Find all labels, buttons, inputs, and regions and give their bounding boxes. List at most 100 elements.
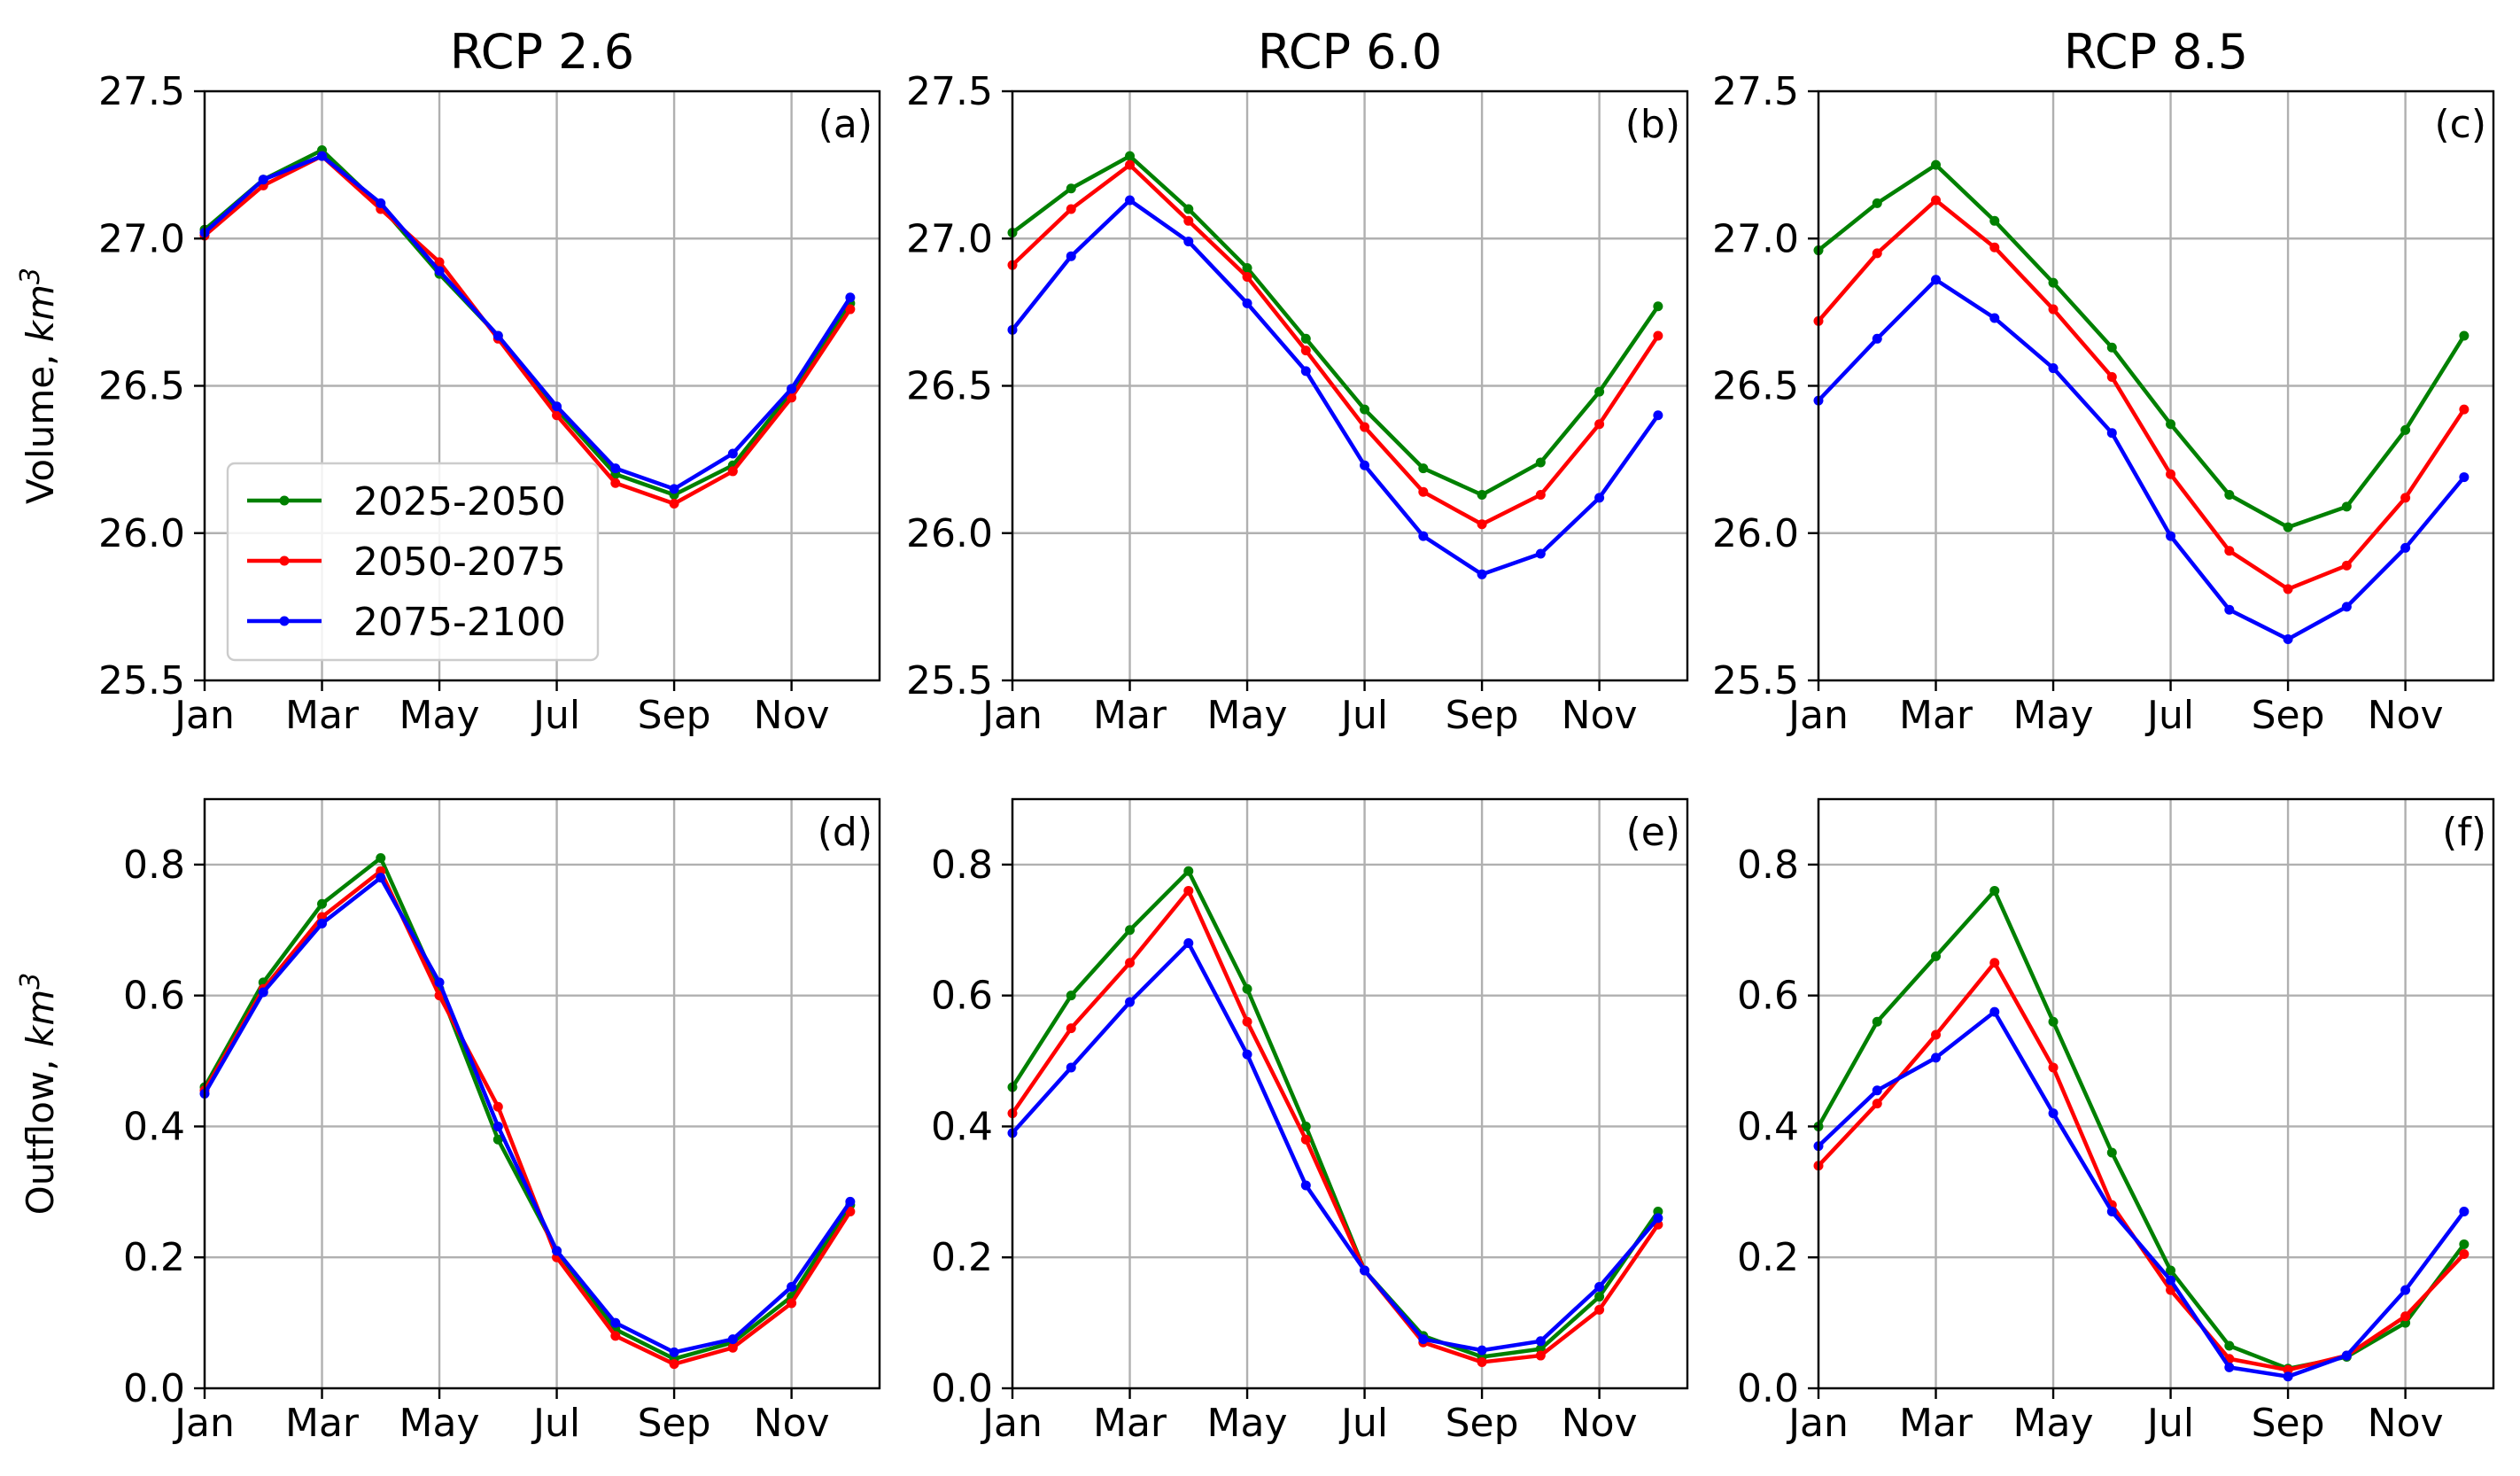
data-point-2075-2100-m6 (2106, 1207, 2117, 1216)
data-point-2050-2075-m6 (2106, 372, 2117, 383)
data-point-2050-2075-m11 (787, 392, 797, 403)
panel-a: Jan Mar May Jul Sep Nov 25.5 26.0 26.5 27.0 27.5 (a… (15, 24, 881, 738)
data-point-2075-2100-m7 (552, 401, 562, 412)
x-tick-label: Sep (2252, 693, 2325, 738)
data-point-2025-2050-m8 (2224, 490, 2235, 501)
data-point-2025-2050-m9 (1477, 490, 1487, 501)
data-point-2025-2050-m11 (2400, 424, 2411, 435)
data-point-2050-2075-m12 (845, 304, 856, 315)
data-point-2025-2050-m3 (1125, 151, 1136, 161)
x-tick-label: Jan (1786, 693, 1849, 738)
data-point-2050-2075-m12 (845, 1207, 856, 1216)
panel-title: RCP 8.5 (2064, 24, 2248, 80)
y-tick-label: 0.2 (1737, 1235, 1799, 1280)
data-point-2050-2075-m9 (2283, 584, 2293, 594)
y-tick-label: 0.2 (123, 1235, 185, 1280)
data-point-2075-2100-m6 (492, 330, 503, 341)
x-tick-label: Mar (1899, 693, 1973, 738)
series-line-2025-2050 (1817, 162, 2466, 530)
panel-f-frame (1817, 797, 2495, 1390)
x-tick-label: Jan (980, 693, 1043, 738)
x-tick-label: Jan (980, 1401, 1043, 1446)
data-point-2075-2100-m9 (1477, 1345, 1487, 1356)
y-tick-label: 25.5 (1712, 658, 1799, 703)
x-tick-label: Jul (2144, 1401, 2194, 1446)
x-tick-label: Jan (1786, 1401, 1849, 1446)
data-point-2050-2075-m10 (1535, 1350, 1546, 1361)
data-point-2075-2100-m7 (1360, 460, 1370, 470)
series-line-2075-2100 (203, 153, 852, 492)
data-point-2050-2075-m10 (727, 466, 738, 477)
x-tick-label: Mar (1093, 1401, 1167, 1446)
data-point-2075-2100-m10 (1535, 1336, 1546, 1347)
data-point-2050-2075-m10 (2341, 560, 2352, 571)
data-point-2075-2100-m11 (1594, 493, 1605, 503)
y-tick-label: 0.4 (931, 1104, 993, 1149)
data-point-2075-2100-m10 (727, 448, 738, 459)
data-point-2075-2100-m4 (1183, 938, 1194, 949)
data-point-2050-2075-m11 (1594, 1304, 1605, 1315)
data-point-2075-2100-m11 (2400, 1285, 2411, 1295)
x-tick-label: Mar (1899, 1401, 1973, 1446)
data-point-2050-2075-m2 (1872, 1099, 1882, 1109)
data-point-2050-2075-m6 (1300, 346, 1311, 356)
data-point-2075-2100-m8 (610, 1317, 621, 1328)
data-point-2075-2100-m5 (434, 977, 445, 988)
data-point-2075-2100-m10 (2341, 602, 2352, 612)
panel-c: Jan Mar May Jul Sep Nov 25.5 26.0 26.5 27.0 27.5 (c… (1712, 24, 2495, 738)
x-tick-label: May (1207, 693, 1288, 738)
data-point-2075-2100-m7 (552, 1246, 562, 1256)
data-point-2050-2075-m2 (1066, 204, 1076, 214)
x-tick-label: Nov (1562, 693, 1638, 738)
data-point-2075-2100-m6 (1300, 1180, 1311, 1191)
data-point-2075-2100-m5 (1242, 298, 1252, 308)
data-point-2075-2100-m12 (2459, 1207, 2470, 1216)
data-point-2075-2100-m10 (1535, 548, 1546, 559)
data-point-2050-2075-m7 (2166, 1285, 2176, 1295)
data-point-2025-2050-m2 (1872, 198, 1882, 208)
x-tick-label: May (399, 693, 480, 738)
data-point-2050-2075-m8 (2224, 546, 2235, 556)
data-point-2025-2050-m3 (1931, 159, 1942, 170)
data-point-2025-2050-m11 (1594, 386, 1605, 397)
panel-b: Jan Mar May Jul Sep Nov 25.5 26.0 26.5 27.0 27.5 (b… (906, 24, 1689, 738)
x-tick-label: Sep (638, 1401, 711, 1446)
legend-box (226, 462, 600, 662)
legend-label: 2075-2100 (353, 600, 566, 645)
data-point-2050-2075-m5 (1242, 271, 1252, 282)
data-point-2025-2050-m6 (2106, 342, 2117, 353)
series-line-2075-2100 (1817, 1009, 2466, 1379)
data-point-2075-2100-m10 (727, 1334, 738, 1345)
data-point-2050-2075-m5 (2048, 1062, 2059, 1073)
data-point-2075-2100-m2 (258, 987, 268, 998)
panel-f: Jan Mar May Jul Sep Nov 0.0 0.2 0.4 0.6 0.8 (f) (1737, 797, 2495, 1446)
data-point-2050-2075-m12 (1653, 330, 1663, 341)
data-point-2050-2075-m9 (1477, 519, 1487, 530)
x-tick-label: Mar (285, 1401, 360, 1446)
data-point-2075-2100-m9 (2283, 633, 2293, 644)
x-tick-label: Jul (2144, 693, 2194, 738)
data-point-2025-2050-m5 (1242, 263, 1252, 273)
panel-title: RCP 6.0 (1258, 24, 1442, 80)
panel-tag: (b) (1625, 102, 1680, 147)
y-tick-label: 0.8 (931, 843, 993, 888)
data-point-2025-2050-m12 (2459, 330, 2470, 341)
y-tick-label: 27.0 (98, 216, 185, 261)
data-point-2025-2050-m12 (1653, 301, 1663, 312)
x-tick-label: Sep (1446, 693, 1519, 738)
data-point-2075-2100-m6 (492, 1121, 503, 1131)
data-point-2050-2075-m11 (787, 1298, 797, 1309)
data-point-2025-2050-m4 (1183, 204, 1194, 214)
data-point-2075-2100-m4 (1989, 1006, 2000, 1017)
y-tick-label: 0.0 (123, 1366, 185, 1411)
data-point-2075-2100-m2 (1066, 251, 1076, 261)
data-point-2050-2075-m8 (1418, 486, 1429, 497)
data-point-2075-2100-m11 (787, 1281, 797, 1292)
panel-e: Jan Mar May Jul Sep Nov 0.0 0.2 0.4 0.6 0.8 (e) (931, 797, 1689, 1446)
series-line-2025-2050 (1011, 869, 1660, 1359)
legend-label: 2050-2075 (353, 540, 566, 585)
y-tick-label: 26.0 (906, 511, 993, 556)
x-tick-label: Nov (2368, 693, 2444, 738)
data-point-2075-2100-m4 (1183, 237, 1194, 247)
